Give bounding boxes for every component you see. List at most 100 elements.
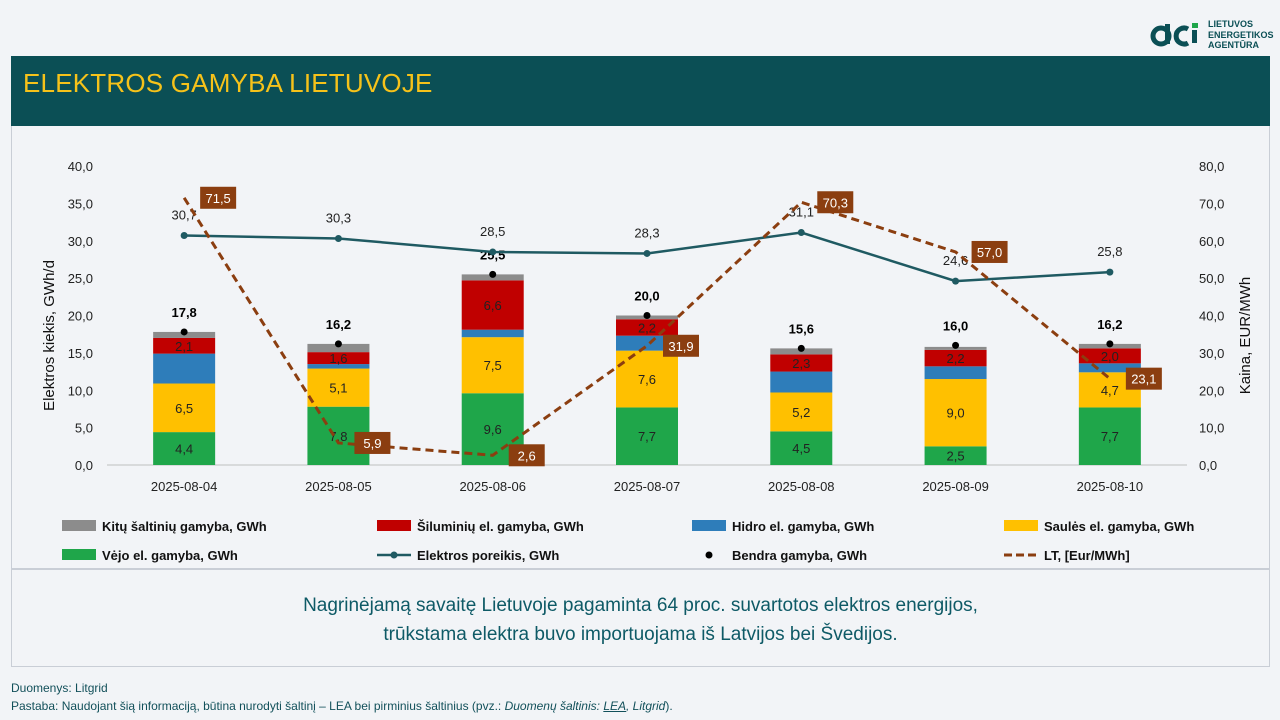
data-label-heat: 2,0	[1101, 349, 1119, 364]
bar-segment-hydro	[770, 371, 833, 393]
bar-segment-wind	[770, 431, 833, 465]
data-label-heat: 2,3	[792, 356, 810, 371]
summary-line-2: trūkstama elektra buvo importuojama iš L…	[383, 624, 898, 645]
price-label-box	[663, 334, 699, 357]
bar-segment-wind	[1078, 407, 1141, 465]
bar-segment-heat	[461, 280, 524, 330]
data-label-wind: 2,5	[947, 449, 965, 464]
lea-link[interactable]: LEA	[603, 699, 626, 713]
data-label-wind: 7,7	[638, 429, 656, 444]
price-label-box	[200, 186, 237, 209]
demand-label: 28,5	[480, 224, 505, 239]
total-label: 20,0	[634, 289, 659, 304]
bar-segment-solar	[770, 392, 833, 432]
data-label-solar: 4,7	[1101, 383, 1119, 398]
data-label-wind: 9,6	[484, 422, 502, 437]
x-tick-label: 2025-08-06	[459, 479, 526, 494]
y-tick-label: 15,0	[68, 346, 93, 361]
y-tick-label: 5,0	[75, 421, 93, 436]
legend-label-wind: Vėjo el. gamyba, GWh	[102, 548, 238, 563]
bar-segment-heat	[924, 349, 987, 367]
total-label: 16,2	[326, 317, 351, 332]
bar-segment-heat	[153, 337, 216, 354]
legend-label-solar: Saulės el. gamyba, GWh	[1044, 519, 1194, 534]
total-marker	[489, 270, 497, 278]
data-label-heat: 2,2	[638, 320, 656, 335]
data-label-heat: 6,6	[484, 298, 502, 313]
y-tick-label: 40,0	[68, 159, 93, 174]
price-label: 5,9	[363, 436, 381, 451]
chart-panel: 0,0 5,0 10,0 15,0 20,0 25,0 30,0 35,0 40,0 0,0 10,…	[11, 126, 1270, 569]
total-label: 16,0	[943, 318, 968, 333]
bar-segment-heat	[770, 354, 833, 372]
y2-tick-label: 10,0	[1199, 421, 1224, 436]
price-label: 23,1	[1131, 372, 1156, 387]
bar-segment-solar	[616, 350, 678, 408]
bar-segment-wind	[616, 407, 678, 465]
data-label-solar: 6,5	[175, 401, 193, 416]
y2-tick-label: 50,0	[1199, 271, 1224, 286]
total-marker	[1106, 340, 1114, 348]
y2-axis-title: Kaina, EUR/MWh	[1237, 277, 1254, 395]
price-label: 57,0	[977, 245, 1002, 260]
bar-segment-solar	[153, 383, 216, 433]
y2-tick-label: 0,0	[1199, 458, 1217, 473]
price-label: 70,3	[823, 195, 848, 210]
bar-segment-hydro	[924, 366, 987, 380]
price-label: 71,5	[205, 191, 230, 206]
bar-segment-hydro	[153, 353, 216, 384]
footer: Duomenys: Litgrid Pastaba: Naudojant šią…	[11, 679, 673, 715]
data-source: Duomenys: Litgrid	[11, 681, 108, 695]
total-label: 17,8	[171, 305, 196, 320]
y-axis-title: Elektros kiekis, GWh/d	[41, 260, 58, 411]
bar-segment-heat	[1078, 348, 1141, 364]
data-label-heat: 1,6	[329, 351, 347, 366]
data-label-heat: 2,2	[947, 351, 965, 366]
bar-segment-solar	[307, 368, 370, 407]
legend-label-demand: Elektros poreikis, GWh	[417, 548, 559, 563]
data-label-heat: 2,1	[175, 339, 193, 354]
data-label-solar: 5,1	[329, 381, 347, 396]
y2-tick-label: 20,0	[1199, 383, 1224, 398]
legend-label-hydro: Hidro el. gamyba, GWh	[732, 519, 874, 534]
demand-label: 31,1	[789, 205, 814, 220]
data-label-wind: 7,8	[329, 429, 347, 444]
total-label: 16,2	[1097, 317, 1122, 332]
demand-marker	[1106, 268, 1114, 276]
price-label-box	[817, 191, 854, 214]
legend-marker-demand	[390, 551, 398, 559]
bar-segment-solar	[924, 379, 987, 447]
data-label-solar: 7,5	[484, 358, 502, 373]
price-label: 2,6	[518, 448, 536, 463]
total-marker	[797, 344, 805, 352]
y-tick-label: 35,0	[68, 196, 93, 211]
x-tick-label: 2025-08-09	[922, 479, 989, 494]
summary-panel: Nagrinėjamą savaitę Lietuvoje pagaminta …	[11, 569, 1270, 667]
y2-tick-label: 40,0	[1199, 309, 1224, 324]
bar-segment-hydro	[616, 335, 678, 351]
total-marker	[180, 328, 188, 336]
y-tick-label: 20,0	[68, 309, 93, 324]
bar-segment-wind	[924, 446, 987, 465]
summary-line-1: Nagrinėjamą savaitę Lietuvoje pagaminta …	[303, 595, 978, 616]
lea-logo-icon	[1150, 23, 1198, 47]
demand-label: 25,8	[1097, 244, 1122, 259]
legend-swatch-wind	[62, 549, 96, 560]
bar-segment-hydro	[307, 364, 370, 369]
bar-segment-hydro	[461, 329, 524, 338]
y2-tick-label: 60,0	[1199, 234, 1224, 249]
legend-swatch-other	[62, 520, 96, 531]
y2-tick-label: 70,0	[1199, 196, 1224, 211]
demand-label: 28,3	[634, 225, 659, 240]
legend-label-heat: Šiluminių el. gamyba, GWh	[417, 519, 584, 534]
legend-label-price: LT, [Eur/MWh]	[1044, 548, 1130, 563]
demand-marker	[643, 249, 651, 257]
legend-label-other: Kitų šaltinių gamyba, GWh	[102, 519, 267, 534]
legend-swatch-heat	[377, 520, 411, 531]
x-tick-label: 2025-08-10	[1077, 479, 1144, 494]
y2-tick-label: 30,0	[1199, 346, 1224, 361]
data-label-solar: 5,2	[792, 405, 810, 420]
total-marker	[952, 341, 960, 349]
bar-segment-wind	[153, 432, 216, 465]
